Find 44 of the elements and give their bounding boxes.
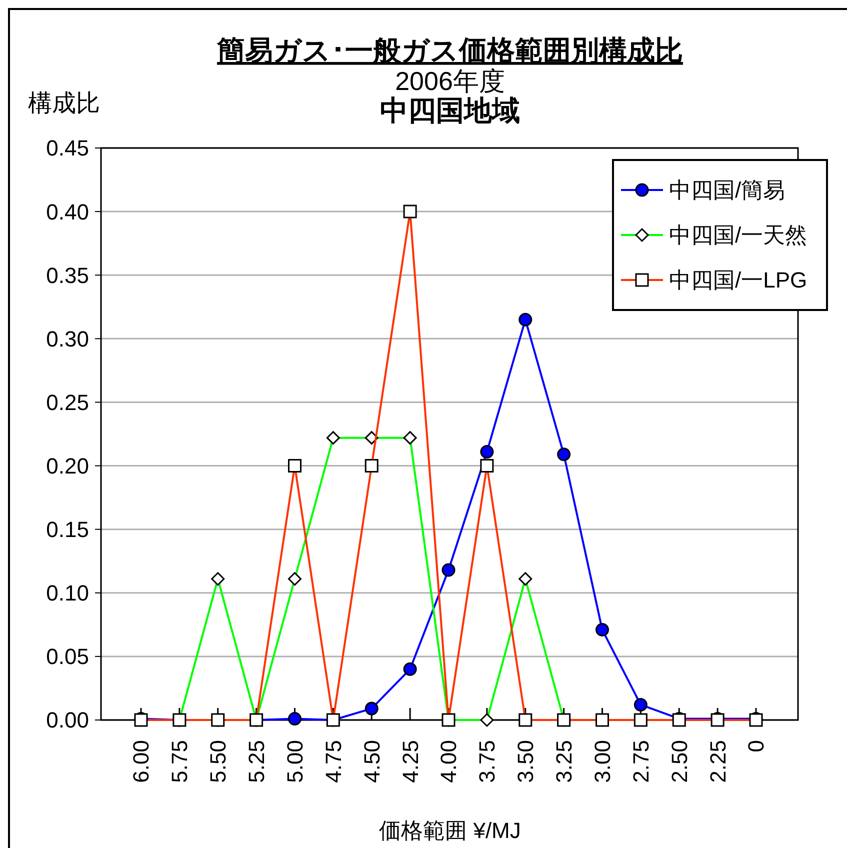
- x-tick-label: 3.50: [513, 740, 538, 783]
- x-tick-label: 5.75: [167, 740, 192, 783]
- x-tick-label: 4.00: [436, 740, 462, 783]
- y-tick-label: 0.45: [46, 136, 89, 161]
- x-tick-label: 4.25: [398, 740, 423, 783]
- y-tick-label: 0.05: [46, 644, 89, 670]
- point: [442, 563, 456, 577]
- x-axis-title: 価格範囲 ¥/MJ: [379, 818, 521, 843]
- y-tick-label: 0.30: [46, 326, 89, 352]
- point: [288, 712, 302, 726]
- point: [403, 662, 417, 676]
- y-tick-label: 0.40: [46, 199, 89, 224]
- point: [364, 702, 378, 716]
- point: [557, 448, 571, 462]
- point: [634, 698, 648, 712]
- point: [480, 445, 494, 459]
- x-tick-label: 5.25: [244, 740, 270, 783]
- y-tick-label: 0.15: [46, 517, 89, 542]
- y-tick-label: 0.35: [46, 262, 89, 288]
- legend-label: 中四国/一天然: [669, 222, 808, 248]
- point: [518, 312, 532, 326]
- chart-title: 簡易ガス･一般ガス価格範囲別構成比: [216, 35, 683, 66]
- y-tick-label: 0.25: [46, 390, 89, 415]
- y-tick-label: 0.10: [46, 580, 89, 606]
- x-tick-label: 0: [744, 740, 769, 752]
- point: [596, 623, 609, 636]
- y-axis-title: 構成比: [28, 90, 100, 117]
- x-tick-label: 3.25: [552, 740, 577, 783]
- x-tick-label: 4.50: [359, 740, 384, 783]
- x-tick-label: 4.75: [320, 740, 346, 783]
- legend-label: 中四国/一LPG: [669, 268, 808, 293]
- x-tick-label: 2.50: [666, 740, 692, 783]
- x-tick-label: 6.00: [128, 740, 154, 783]
- x-tick-label: 2.75: [628, 740, 654, 783]
- chart-subtitle: 2006年度: [395, 66, 505, 96]
- x-tick-label: 2.25: [705, 740, 730, 783]
- y-tick-label: 0.20: [46, 453, 89, 478]
- y-tick-label: 0.00: [46, 708, 89, 733]
- x-tick-label: 5.50: [206, 740, 231, 783]
- text: 中四国地域: [380, 95, 520, 126]
- x-tick-label: 3.00: [590, 740, 615, 783]
- legend-label: 中四国/簡易: [669, 178, 786, 203]
- x-tick-label: 3.75: [474, 740, 500, 783]
- x-tick-label: 5.00: [282, 740, 308, 783]
